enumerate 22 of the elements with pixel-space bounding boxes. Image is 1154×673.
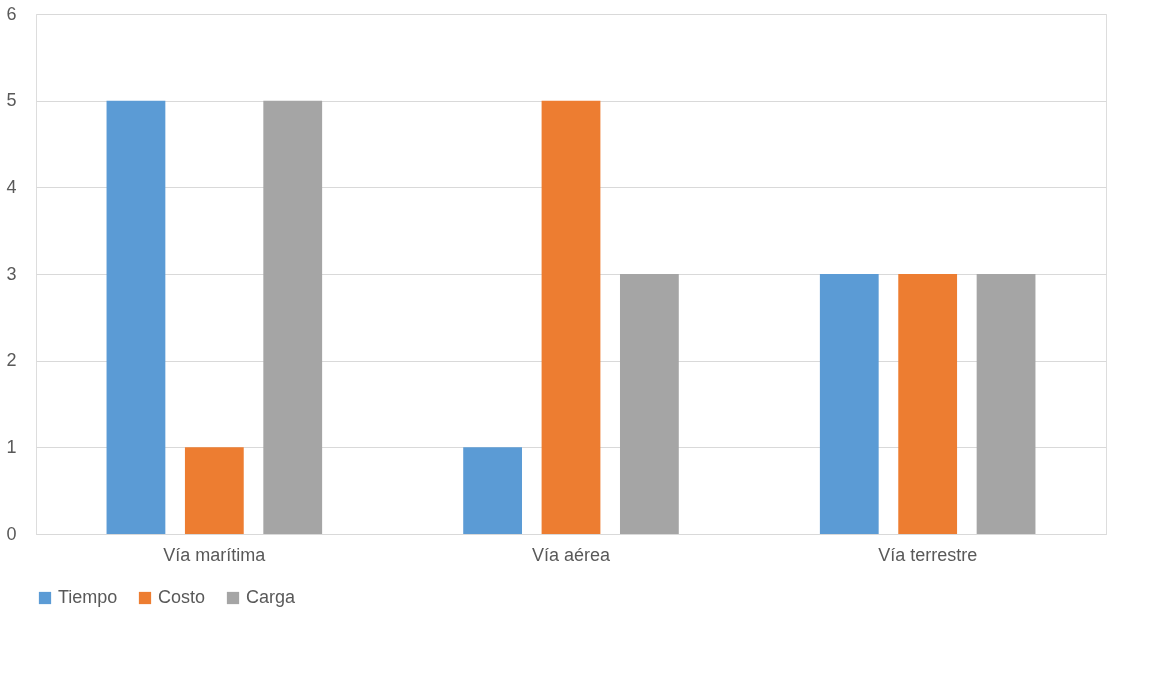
x-tick-label: Vía aérea <box>531 544 612 565</box>
bar <box>541 100 601 534</box>
y-tick-label: 4 <box>6 176 17 197</box>
bar <box>898 274 958 534</box>
bar <box>106 100 166 534</box>
x-tick-label: Vía terrestre <box>878 544 978 565</box>
bar <box>263 100 323 534</box>
y-tick-label: 3 <box>6 263 17 284</box>
y-tick-label: 1 <box>6 436 17 457</box>
bar <box>184 447 244 534</box>
y-tick-label: 2 <box>6 350 17 371</box>
legend-label: Tiempo <box>58 587 118 607</box>
legend-label: Costo <box>158 587 206 607</box>
y-tick-label: 0 <box>6 523 17 544</box>
y-tick-label: 5 <box>6 90 17 111</box>
bar <box>619 274 679 534</box>
x-tick-label: Vía marítima <box>163 544 267 565</box>
legend-label: Carga <box>246 587 297 607</box>
bar <box>819 274 879 534</box>
bar <box>463 447 523 534</box>
bar <box>976 274 1036 534</box>
y-tick-label: 6 <box>6 3 17 24</box>
